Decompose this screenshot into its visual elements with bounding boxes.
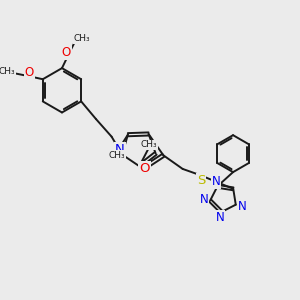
Text: O: O xyxy=(139,162,150,175)
Text: O: O xyxy=(61,46,71,59)
Text: N: N xyxy=(200,193,208,206)
Text: N: N xyxy=(216,211,224,224)
Text: CH₃: CH₃ xyxy=(74,34,90,43)
Text: CH₃: CH₃ xyxy=(108,151,125,160)
Text: N: N xyxy=(212,175,220,188)
Text: CH₃: CH₃ xyxy=(0,67,15,76)
Text: O: O xyxy=(25,66,34,79)
Text: N: N xyxy=(238,200,246,213)
Text: S: S xyxy=(197,174,205,187)
Text: N: N xyxy=(115,143,125,156)
Text: CH₃: CH₃ xyxy=(141,140,158,149)
